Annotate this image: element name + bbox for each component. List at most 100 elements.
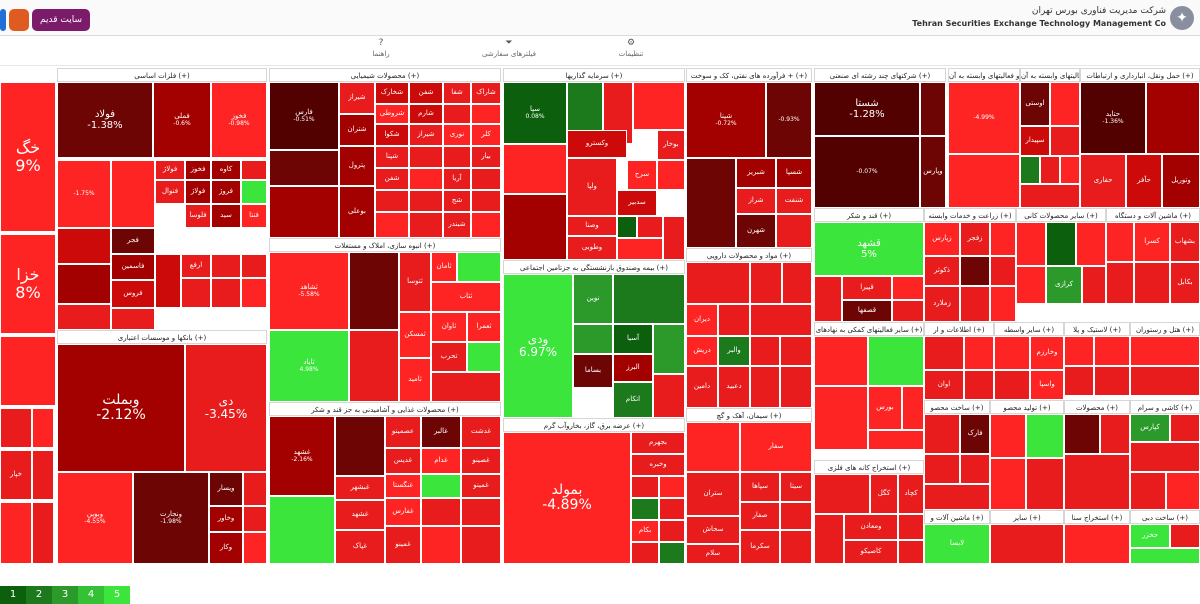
apps-button[interactable] <box>9 9 29 31</box>
stock-tile[interactable] <box>0 408 32 448</box>
stock-tile[interactable]: فنتا <box>241 204 267 228</box>
stock-tile[interactable] <box>868 430 924 450</box>
sector-title[interactable]: ساخت محصو (+) <box>924 400 990 414</box>
stock-tile[interactable]: غالبر <box>421 416 461 448</box>
stock-tile[interactable] <box>924 454 960 484</box>
stock-tile[interactable]: شتران <box>339 114 375 146</box>
stock-tile[interactable] <box>633 82 685 130</box>
stock-tile[interactable] <box>1040 156 1060 184</box>
stock-tile[interactable] <box>471 212 501 238</box>
sector-title[interactable]: ساخت دبی (+) <box>1130 510 1200 524</box>
stock-tile[interactable] <box>32 408 54 448</box>
stock-tile[interactable] <box>686 158 736 248</box>
stock-tile[interactable]: بساما <box>573 354 613 388</box>
stock-tile[interactable] <box>1026 458 1064 510</box>
sector-title[interactable]: زراعت و خدمات وابسته (+) <box>924 208 1016 222</box>
sector-group[interactable]: حمل ونقل، انبارداری و ارتباطات (+) حتاید -… <box>1080 68 1200 208</box>
sector-group[interactable]: سایر محصولات کانی (+) کرازی <box>1016 208 1106 304</box>
stock-tile[interactable] <box>503 144 567 194</box>
stock-tile[interactable] <box>573 324 613 354</box>
stock-tile[interactable]: کرازی <box>1046 266 1082 304</box>
stock-tile[interactable] <box>994 370 1030 400</box>
stock-tile[interactable] <box>718 304 750 336</box>
stock-tile[interactable]: سفار <box>740 422 812 472</box>
stock-tile[interactable]: ثاوان <box>431 312 467 342</box>
stock-tile[interactable]: بمولد -4.89% <box>503 432 631 564</box>
stock-tile[interactable]: فولاژ <box>185 180 211 204</box>
sector-title[interactable]: استخراج کانه های فلزی (+) <box>814 460 924 474</box>
stock-tile[interactable] <box>814 336 868 386</box>
stock-tile[interactable]: سپاها <box>740 472 780 502</box>
sector-title[interactable]: قند و شکر (+) <box>814 208 924 222</box>
stock-tile[interactable] <box>1130 548 1200 564</box>
stock-tile[interactable]: سکرما <box>740 530 780 564</box>
stock-tile[interactable] <box>990 458 1026 510</box>
stock-tile[interactable]: بوعلی <box>339 186 375 238</box>
stock-tile[interactable] <box>898 514 924 540</box>
stock-tile[interactable] <box>1020 156 1040 184</box>
sector-group[interactable]: زراعت و فعالیتهای وابسته به آن (+) -4.99% <box>948 68 1020 208</box>
stock-tile[interactable] <box>1130 442 1200 472</box>
stock-tile[interactable]: بجهرم <box>631 432 685 454</box>
stock-tile[interactable] <box>1170 524 1200 548</box>
stock-tile[interactable] <box>1134 262 1170 304</box>
stock-tile[interactable] <box>750 336 780 366</box>
sector-group[interactable]: قند و شکر (+) قشهد 5% قپیرا قصفها <box>814 208 924 322</box>
stock-tile[interactable] <box>780 502 812 530</box>
stock-tile[interactable]: بکابل <box>1170 262 1200 304</box>
stock-tile[interactable]: فخوز -0.98% <box>211 82 267 158</box>
stock-tile[interactable]: اوان <box>924 370 964 400</box>
stock-tile[interactable]: کاصیکو <box>844 540 898 564</box>
stock-tile[interactable]: حآفر <box>1126 154 1162 208</box>
sector-group[interactable]: زراعت و خدمات وابسته (+) زپارس زفجر ذکوثر زم… <box>924 208 1016 322</box>
stock-tile[interactable] <box>1016 266 1046 304</box>
sector-group[interactable]: فرآورده های نفتی، کک و سوخت + (+) شپنا -0.… <box>686 68 812 248</box>
stock-tile[interactable] <box>1064 414 1100 454</box>
stock-tile[interactable] <box>0 502 32 564</box>
stock-tile[interactable]: ثامان <box>431 252 457 282</box>
stock-tile[interactable]: غصینو <box>461 448 501 474</box>
sector-title[interactable]: فرآورده های نفتی، کک و سوخت + (+) <box>686 68 812 82</box>
stock-tile[interactable] <box>1064 336 1094 366</box>
stock-tile[interactable]: سپا 0.08% <box>503 82 567 144</box>
stock-tile[interactable] <box>617 216 637 238</box>
stock-tile[interactable]: فلوسا <box>185 204 211 228</box>
sector-title[interactable]: محصولات شیمیایی (+) <box>269 68 501 82</box>
stock-tile[interactable] <box>920 82 946 136</box>
stock-tile[interactable]: غشهد -2.16% <box>269 416 335 496</box>
stock-tile[interactable]: فارس -0.51% <box>269 82 339 150</box>
sector-title[interactable]: محصولات (+) <box>1064 400 1130 414</box>
stock-tile[interactable] <box>659 542 685 564</box>
sector-title[interactable]: انبوه سازی، املاک و مستغلات (+) <box>269 238 501 252</box>
stock-tile[interactable] <box>948 154 1020 208</box>
stock-tile[interactable] <box>243 506 267 532</box>
sector-title[interactable]: تولید محصو (+) <box>990 400 1064 414</box>
sector-group[interactable]: لاستیک و پلا (+) <box>1064 322 1130 396</box>
stock-tile[interactable]: دریش <box>686 336 718 366</box>
stock-tile[interactable]: سید <box>211 204 241 228</box>
stock-tile[interactable] <box>57 304 111 330</box>
stock-tile[interactable]: شستا -1.28% <box>814 82 920 136</box>
stock-tile[interactable]: خزا 8% <box>0 234 56 334</box>
stock-tile[interactable] <box>924 336 964 370</box>
stock-tile[interactable] <box>990 414 1026 458</box>
stock-tile[interactable]: وپارس <box>920 136 946 208</box>
stock-tile[interactable]: شراز <box>736 188 776 214</box>
stock-tile[interactable]: غفارس <box>385 498 421 526</box>
sector-group[interactable]: فلزات اساسی (+) فولاد -1.38% فملی -0.6% فخوز -… <box>57 68 267 330</box>
stock-tile[interactable] <box>924 484 990 510</box>
sector-title[interactable]: لاستیک و پلا (+) <box>1064 322 1130 336</box>
stock-tile[interactable]: شارم <box>409 104 443 124</box>
stock-tile[interactable] <box>653 324 685 374</box>
stock-tile[interactable] <box>1130 366 1200 396</box>
stock-tile[interactable]: سپیدار <box>1020 126 1050 156</box>
stock-tile[interactable] <box>750 262 782 304</box>
stock-tile[interactable] <box>471 190 501 212</box>
stock-tile[interactable] <box>617 238 663 260</box>
sector-title[interactable]: حمل ونقل، انبارداری و ارتباطات (+) <box>1080 68 1200 82</box>
stock-tile[interactable]: وخاور <box>209 506 243 532</box>
stock-tile[interactable]: فجر <box>111 228 155 254</box>
stock-tile[interactable]: ثتاب <box>431 282 501 312</box>
stock-tile[interactable] <box>960 256 990 286</box>
stock-tile[interactable] <box>780 336 812 366</box>
